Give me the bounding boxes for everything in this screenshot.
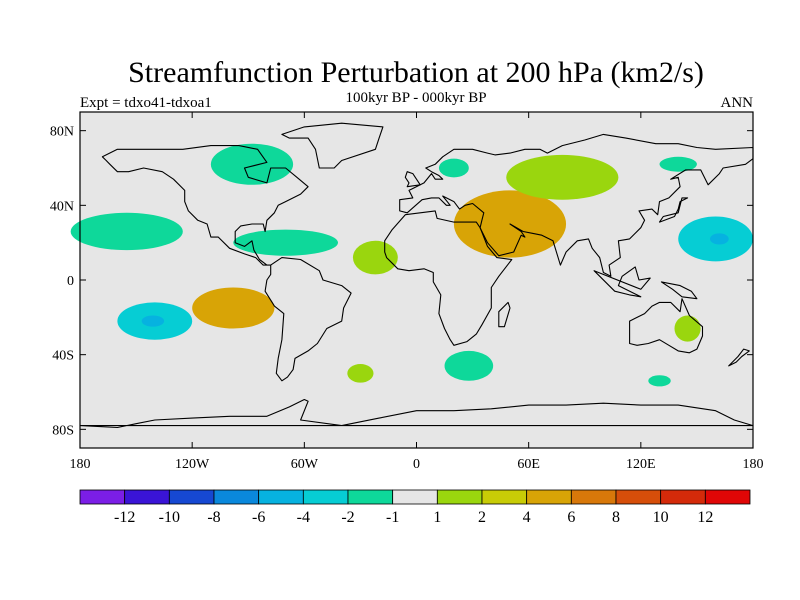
anomaly-region — [210, 143, 294, 185]
plot-subtitle: 100kyr BP - 000kyr BP — [345, 90, 486, 106]
x-tick-label: 60W — [291, 457, 319, 472]
coastline-new-zealand — [728, 348, 750, 367]
coastline-greenland — [281, 122, 384, 169]
map-background — [80, 112, 753, 448]
anomaly-region — [648, 375, 671, 387]
y-tick-label: 80S — [52, 423, 74, 438]
anomaly-region — [506, 154, 619, 200]
anomaly-region — [674, 315, 701, 342]
anomaly-region — [444, 350, 494, 381]
x-tick-label: 0 — [413, 457, 420, 472]
colorbar-swatch — [392, 489, 438, 505]
colorbar-label: 2 — [478, 509, 486, 526]
coastline-japan — [658, 197, 689, 223]
x-tick-label: 180 — [70, 457, 91, 472]
colorbar-swatch — [302, 489, 349, 505]
colorbar-label: 1 — [433, 509, 441, 526]
colorbar-label: 10 — [653, 509, 669, 526]
anomaly-region — [347, 364, 374, 383]
colorbar-swatch — [79, 489, 126, 505]
colorbar-swatch — [615, 489, 662, 505]
colorbar-swatch — [570, 489, 617, 505]
y-tick-label: 40N — [50, 199, 74, 214]
anomaly-region — [70, 212, 183, 251]
y-tick-label: 40S — [52, 349, 74, 364]
anomaly-core — [710, 233, 729, 245]
map-panel: 180 120W 60W 0 60E 120E 180 80N 40N 0 40S 80S — [50, 111, 764, 472]
colorbar-swatch — [481, 489, 528, 505]
colorbar-swatch — [213, 489, 260, 505]
season-label: ANN — [721, 95, 754, 111]
anomaly-region — [352, 240, 398, 275]
anomaly-region — [438, 158, 469, 178]
coastlines — [79, 122, 754, 429]
coastline-madagascar — [498, 301, 511, 328]
colorbar-label: -2 — [341, 509, 354, 526]
colorbar-swatch — [347, 489, 394, 505]
coastline-south-america — [264, 257, 352, 382]
coastline-australia — [629, 298, 704, 354]
colorbar-label: 6 — [567, 509, 575, 526]
colorbar-label: -8 — [207, 509, 220, 526]
coastline-africa — [384, 210, 513, 346]
anomaly-core — [199, 294, 267, 318]
colorbar-label: -6 — [252, 509, 265, 526]
colorbar-label: 12 — [697, 509, 713, 526]
colorbar-swatch — [526, 489, 572, 505]
colorbar-swatch — [168, 489, 215, 505]
colorbar-label: -1 — [386, 509, 399, 526]
colorbar-label: 8 — [612, 509, 620, 526]
axis-ticks: 180 120W 60W 0 60E 120E 180 80N 40N 0 40S 80S — [50, 112, 764, 472]
colorbar-swatch — [704, 489, 751, 505]
anomaly-region — [659, 156, 697, 172]
coastline-antarctica — [79, 398, 754, 429]
colorbar-swatch — [124, 489, 170, 505]
plot-title: Streamfunction Perturbation at 200 hPa (… — [128, 56, 704, 89]
anomaly-region — [233, 229, 338, 256]
x-tick-label: 120E — [626, 457, 656, 472]
colorbar-swatch — [258, 489, 304, 505]
x-tick-label: 180 — [743, 457, 764, 472]
colorbar-label: -4 — [297, 509, 310, 526]
colorbar-swatch — [436, 489, 483, 505]
anomaly-core — [141, 315, 165, 327]
coastline-indonesia — [593, 266, 651, 298]
coastline-eurasia — [399, 133, 754, 277]
coastline-britain — [404, 171, 421, 188]
colorbar: -12 -10 -8 -6 -4 -2 -1 1 2 4 6 8 10 12 — [79, 489, 751, 526]
y-tick-label: 80N — [50, 125, 74, 140]
coastline-new-guinea — [660, 281, 698, 300]
anomaly-core — [474, 222, 527, 245]
coastline-north-america — [101, 145, 309, 266]
colorbar-label: -10 — [159, 509, 180, 526]
colorbar-label: 4 — [523, 509, 531, 526]
y-tick-label: 0 — [67, 274, 74, 289]
colorbar-swatch — [660, 489, 706, 505]
x-tick-label: 60E — [517, 457, 540, 472]
x-tick-label: 120W — [175, 457, 210, 472]
experiment-label: Expt = tdxo41-tdxoa1 — [80, 95, 212, 111]
colorbar-label: -12 — [114, 509, 135, 526]
